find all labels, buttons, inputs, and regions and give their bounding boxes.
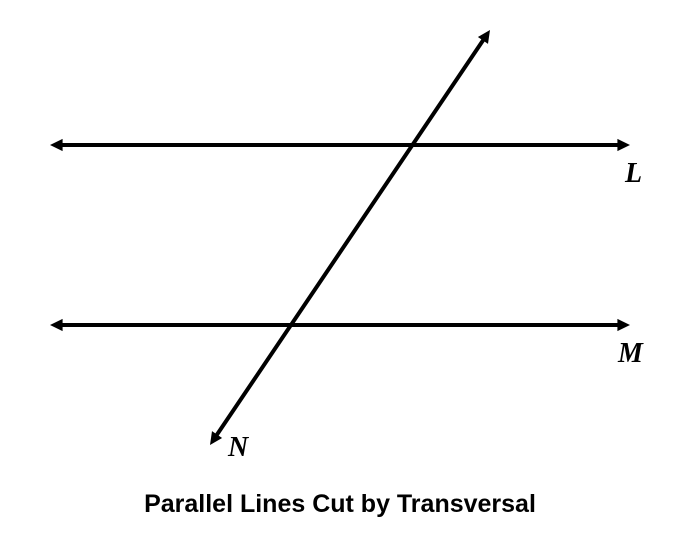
diagram-caption: Parallel Lines Cut by Transversal bbox=[0, 490, 680, 519]
diagram-canvas: L M N Parallel Lines Cut by Transversal bbox=[0, 0, 680, 538]
label-N: N bbox=[228, 432, 248, 464]
label-L: L bbox=[625, 158, 642, 190]
label-M: M bbox=[618, 338, 643, 370]
geometry-svg bbox=[0, 0, 680, 538]
